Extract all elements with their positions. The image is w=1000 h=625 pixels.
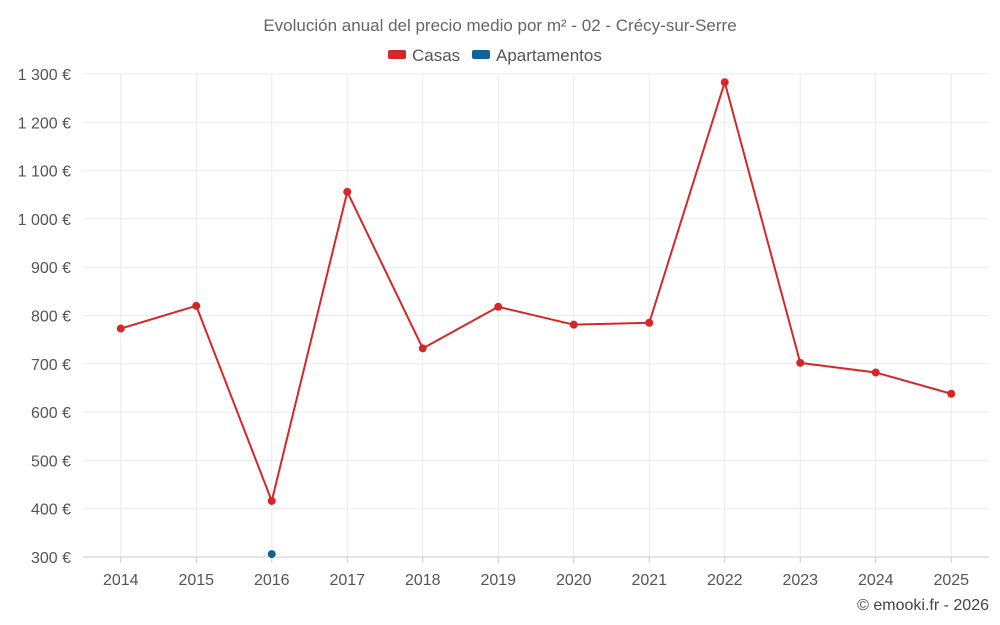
- y-axis-labels: 300 € 400 € 500 € 600 € 700 € 800 € 900 € 1 000…: [18, 67, 71, 567]
- grid-lines: [83, 73, 989, 557]
- x-tick-label: 2014: [103, 572, 139, 589]
- x-axis-labels: 2014 2015 2016 2017 2018 2019 2020 2021 2022 2023…: [103, 572, 969, 589]
- y-tick-label: 800 €: [31, 309, 71, 326]
- x-tick-label: 2020: [556, 572, 592, 589]
- y-tick-label: 600 €: [31, 405, 71, 422]
- data-point-apartamentos[interactable]: [267, 550, 276, 559]
- y-tick-label: 300 €: [31, 550, 71, 567]
- x-tick-label: 2015: [178, 572, 214, 589]
- legend-item-apartamentos[interactable]: Apartamentos: [472, 46, 602, 65]
- x-tick-label: 2016: [254, 572, 290, 589]
- y-tick-label: 700 €: [31, 357, 71, 374]
- legend: Casas Apartamentos: [388, 46, 602, 65]
- x-tick-label: 2023: [782, 572, 818, 589]
- data-point-casas[interactable]: [569, 320, 578, 329]
- legend-label-casas: Casas: [412, 46, 460, 65]
- y-tick-label: 1 000 €: [18, 212, 71, 229]
- chart-title: Evolución anual del precio medio por m² …: [263, 16, 736, 35]
- x-tick-label: 2017: [329, 572, 365, 589]
- data-point-casas[interactable]: [418, 344, 427, 353]
- data-point-casas[interactable]: [192, 301, 201, 310]
- x-tick-label: 2019: [480, 572, 516, 589]
- x-tick-label: 2021: [631, 572, 667, 589]
- x-tick-label: 2025: [933, 572, 969, 589]
- legend-item-casas[interactable]: Casas: [388, 46, 460, 65]
- data-point-casas[interactable]: [116, 324, 125, 333]
- series: [116, 78, 956, 559]
- y-tick-label: 400 €: [31, 502, 71, 519]
- y-tick-label: 1 300 €: [18, 67, 71, 84]
- y-tick-label: 900 €: [31, 260, 71, 277]
- data-point-casas[interactable]: [947, 389, 956, 398]
- axes: [83, 556, 989, 563]
- series-line-casas: [120, 81, 952, 502]
- data-point-casas[interactable]: [720, 78, 729, 87]
- x-tick-label: 2024: [858, 572, 894, 589]
- data-point-casas[interactable]: [871, 368, 880, 377]
- data-point-casas[interactable]: [796, 358, 805, 367]
- legend-swatch-apartamentos: [472, 50, 490, 59]
- y-tick-label: 1 200 €: [18, 115, 71, 132]
- x-tick-label: 2022: [707, 572, 743, 589]
- legend-swatch-casas: [388, 50, 406, 59]
- credit-text: © emooki.fr - 2026: [857, 597, 989, 614]
- data-point-casas[interactable]: [267, 496, 276, 505]
- data-point-casas[interactable]: [343, 187, 352, 196]
- data-point-casas[interactable]: [645, 318, 654, 327]
- legend-label-apartamentos: Apartamentos: [496, 46, 602, 65]
- x-tick-label: 2018: [405, 572, 441, 589]
- data-point-casas[interactable]: [494, 302, 503, 311]
- y-tick-label: 1 100 €: [18, 164, 71, 181]
- y-tick-label: 500 €: [31, 453, 71, 470]
